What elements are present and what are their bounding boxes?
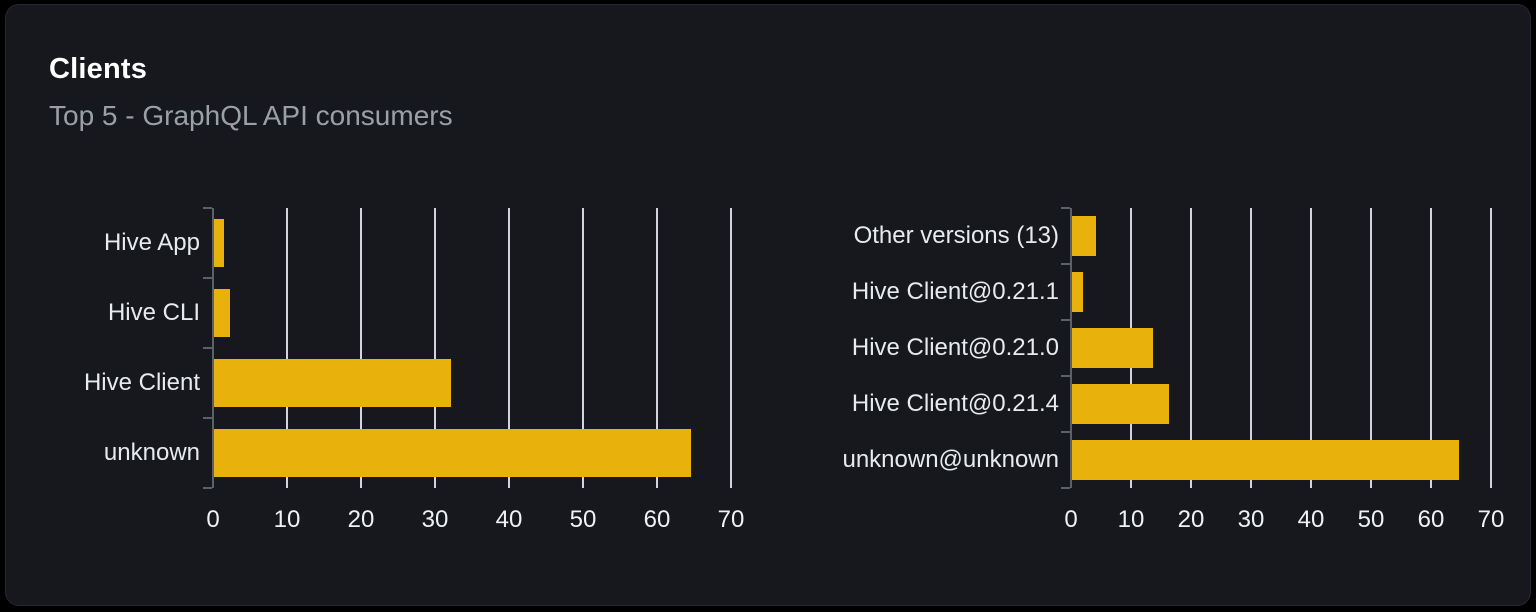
gridline-50 (1370, 208, 1372, 488)
panel-title: Clients (49, 53, 148, 85)
x-tick-label-60: 60 (643, 506, 671, 533)
category-label: unknown@unknown (842, 446, 1059, 473)
y-axis-tick (203, 207, 212, 209)
y-axis-tick (1061, 487, 1070, 489)
bar-unknown-unknown[interactable] (1072, 440, 1459, 480)
gridline-60 (656, 208, 658, 488)
category-label: Hive Client@0.21.1 (851, 278, 1059, 305)
x-tick-label-20: 20 (1177, 506, 1205, 533)
gridline-20 (1190, 208, 1192, 488)
y-axis-tick (203, 277, 212, 279)
x-tick-label-40: 40 (1297, 506, 1325, 533)
clients-by-name-chart: Hive App Hive CLI Hive Client unknown 0 10 20 3… (84, 207, 744, 533)
clients-by-version-chart: Other versions (13) Hive Client@0.21.1 Hiv… (842, 207, 1504, 533)
category-label: Hive CLI (107, 299, 200, 326)
y-axis-tick (1061, 431, 1070, 433)
x-tick-label-10: 10 (273, 506, 301, 533)
category-label: Hive Client (83, 369, 200, 396)
gridline-70 (730, 208, 732, 488)
gridline-70 (1490, 208, 1492, 488)
gridline-60 (1430, 208, 1432, 488)
bar-hive-client[interactable] (214, 359, 451, 407)
category-label: Other versions (13) (853, 222, 1059, 249)
x-tick-label-70: 70 (717, 506, 745, 533)
bar-hive-app[interactable] (214, 219, 224, 267)
x-tick-label-0: 0 (1064, 506, 1078, 533)
category-label: unknown (103, 439, 200, 466)
gridline-40 (508, 208, 510, 488)
y-axis-tick (1061, 263, 1070, 265)
y-axis-tick (1061, 319, 1070, 321)
gridline-10 (286, 208, 288, 488)
x-tick-label-50: 50 (569, 506, 597, 533)
bar-hive-client-0-21-4[interactable] (1072, 384, 1170, 424)
y-axis-line (1070, 208, 1072, 488)
bar-other-versions-13-[interactable] (1072, 216, 1096, 256)
x-tick-label-30: 30 (421, 506, 449, 533)
x-tick-label-0: 0 (206, 506, 220, 533)
gridline-30 (1250, 208, 1252, 488)
bar-hive-cli[interactable] (214, 289, 231, 337)
gridline-30 (434, 208, 436, 488)
y-axis-tick (203, 347, 212, 349)
x-tick-label-40: 40 (495, 506, 523, 533)
gridline-40 (1310, 208, 1312, 488)
x-tick-label-10: 10 (1117, 506, 1145, 533)
category-label: Hive App (103, 229, 200, 256)
bar-unknown[interactable] (214, 429, 692, 477)
x-tick-label-20: 20 (347, 506, 375, 533)
x-tick-label-30: 30 (1237, 506, 1265, 533)
gridline-50 (582, 208, 584, 488)
panel-subtitle: Top 5 - GraphQL API consumers (49, 100, 453, 131)
x-tick-label-70: 70 (1477, 506, 1505, 533)
y-axis-tick (203, 487, 212, 489)
y-axis-tick (1061, 375, 1070, 377)
category-label: Hive Client@0.21.4 (851, 390, 1059, 417)
y-axis-tick (1061, 207, 1070, 209)
clients-panel: Clients Top 5 - GraphQL API consumers (5, 4, 1531, 606)
y-axis-line (212, 208, 214, 488)
category-label: Hive Client@0.21.0 (851, 334, 1059, 361)
y-axis-tick (203, 417, 212, 419)
x-tick-label-50: 50 (1357, 506, 1385, 533)
x-tick-label-60: 60 (1417, 506, 1445, 533)
bar-hive-client-0-21-0[interactable] (1072, 328, 1153, 368)
gridline-20 (360, 208, 362, 488)
bar-hive-client-0-21-1[interactable] (1072, 272, 1083, 312)
